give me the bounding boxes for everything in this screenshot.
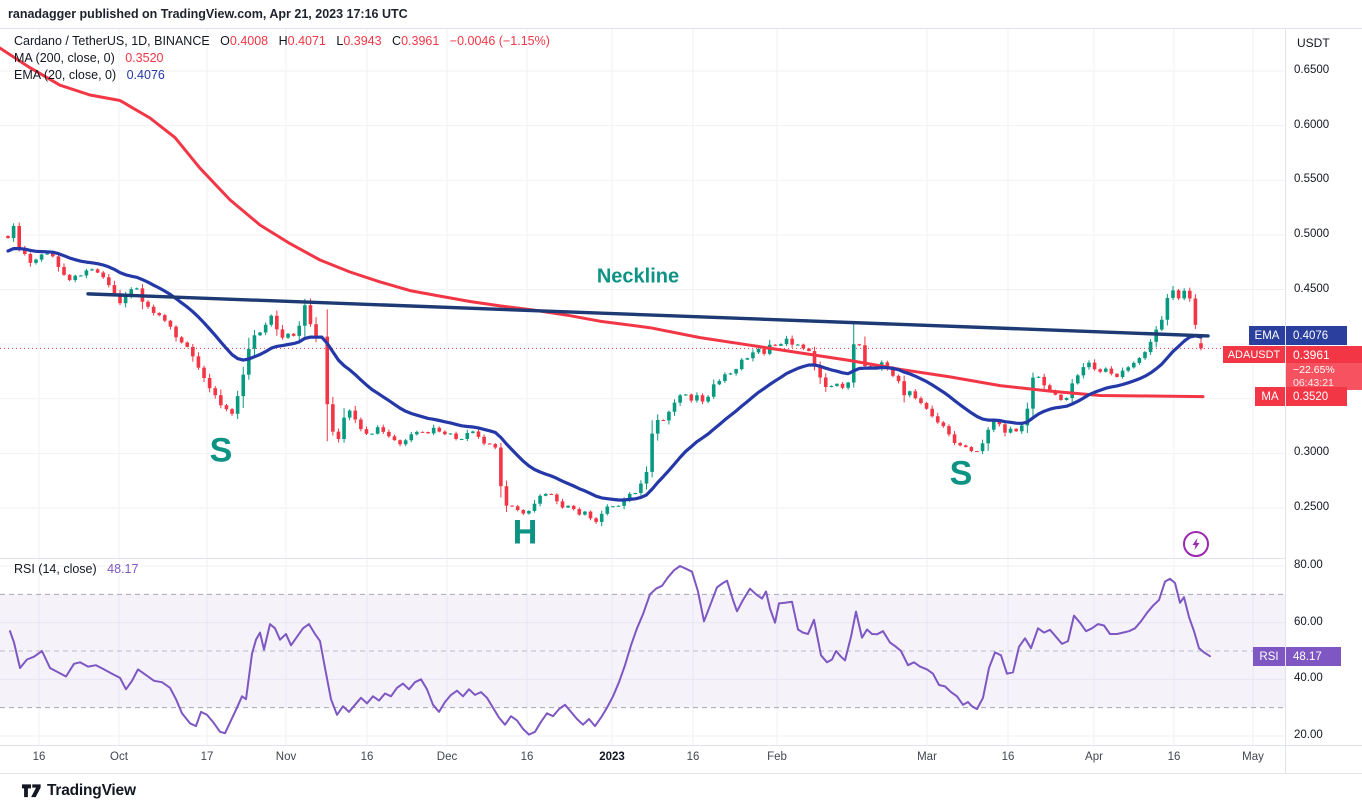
head-annotation: H [512,513,538,552]
attribution-text: ranadagger published on TradingView.com,… [8,7,408,21]
price-tick-label: 0.2500 [1294,501,1330,513]
boost-button[interactable] [1183,531,1209,557]
ema20-line [6,247,1203,502]
rsi-legend: RSI (14, close) 48.17 [14,562,138,576]
ma-legend-label: MA (200, close, 0) [14,51,115,65]
ema-badge-value: 0.4076 [1286,326,1347,345]
ohlc-close: C0.3961 [392,34,440,48]
top-separator [0,28,1362,29]
rsi-tick-label: 80.00 [1294,559,1323,571]
axis-currency-label: USDT [1297,36,1330,50]
tradingview-logo-icon [22,784,41,798]
ma-badge-value: 0.3520 [1286,387,1347,406]
time-tick-label: 2023 [599,751,625,763]
ma-legend-value: 0.3520 [125,51,164,65]
price-tick-label: 0.5000 [1294,227,1330,240]
pane-separator [0,558,1285,559]
price-tick-label: 0.6000 [1294,118,1330,131]
ema-legend-label: EMA (20, close, 0) [14,68,117,82]
rsi-band [0,593,1285,709]
rsi-badge-tab: RSI [1253,647,1285,666]
price-axis-separator [1285,28,1286,773]
lightning-icon [1192,538,1200,550]
ohlc-high: H0.4071 [278,34,326,48]
price-tick-label: 0.3000 [1294,446,1330,459]
gridlines [0,28,1285,745]
adausdt-badge-change: −22.65% [1286,363,1362,376]
time-tick-label: Dec [436,751,458,763]
price-tick-label: 0.5500 [1294,173,1330,186]
rsi-badge-value: 48.17 [1286,647,1341,666]
rsi-tick-label: 40.00 [1294,672,1323,685]
rsi-line [9,565,1211,736]
time-tick-label: 16 [360,751,374,763]
time-tick-label: 16 [686,751,700,763]
neckline-annotation: Neckline [596,265,680,288]
rsi-legend-value: 48.17 [107,562,139,576]
right-shoulder-annotation: S [949,454,973,493]
tradingview-logo-text: TradingView [47,782,136,799]
time-tick-label: 16 [1001,751,1015,763]
rsi-tick-label: 20.00 [1294,729,1323,741]
time-tick-label: 16 [1167,751,1181,763]
price-tick-label: 0.4500 [1294,282,1330,295]
time-tick-label: 17 [200,751,214,763]
price-tick-label: 0.6500 [1294,64,1330,76]
time-tick-label: May [1242,751,1264,763]
ema-badge-tab: EMA [1249,326,1285,345]
change-value: −0.0046 (−1.15%) [449,34,550,48]
neckline-trendline [86,292,1210,338]
ma-badge-tab: MA [1255,387,1285,406]
time-tick-label: Mar [917,751,937,763]
bottom-separator [0,773,1362,774]
symbol-title[interactable]: Cardano / TetherUS, 1D, BINANCE [14,34,210,48]
time-tick-label: 16 [520,751,534,763]
time-tick-label: Apr [1085,751,1103,763]
adausdt-badge-countdown: 06:43:21 [1286,376,1362,390]
time-tick-label: Oct [110,751,128,763]
rsi-tick-label: 60.00 [1294,615,1323,628]
ma200-line [0,46,1205,399]
time-tick-label: Feb [767,751,787,763]
rsi-legend-label: RSI (14, close) [14,562,97,576]
time-tick-label: 16 [32,751,46,763]
ema-legend-value: 0.4076 [126,68,165,82]
adausdt-badge-price: 0.3961 [1286,346,1362,363]
ohlc-open: O0.4008 [220,34,269,48]
chart-legend: Cardano / TetherUS, 1D, BINANCE O0.4008 … [14,33,557,84]
adausdt-badge-tab: ADAUSDT [1223,346,1285,363]
candlesticks [6,222,1203,527]
left-shoulder-annotation: S [209,431,233,470]
time-axis-separator [0,745,1362,746]
ohlc-low: L0.3943 [336,34,382,48]
tradingview-logo[interactable]: TradingView [22,782,136,800]
time-tick-label: Nov [275,751,297,763]
